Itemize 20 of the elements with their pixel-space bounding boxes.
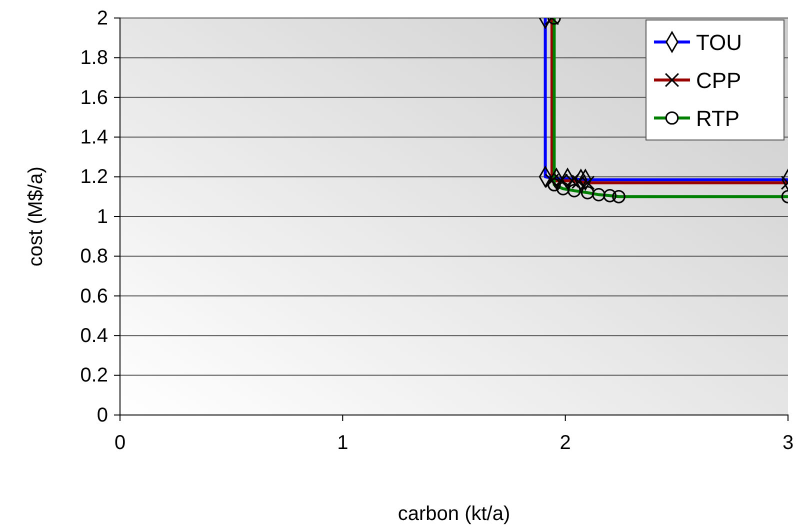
legend-label: TOU (696, 30, 742, 55)
y-tick-label: 0.6 (80, 285, 108, 308)
y-tick-label: 2 (96, 7, 108, 30)
x-axis-title: carbon (kt/a) (398, 503, 510, 525)
legend-label: CPP (696, 68, 742, 93)
y-axis-title: cost (M$/a) (25, 166, 47, 267)
x-tick-label: 2 (560, 432, 571, 454)
y-tick-label: 1.4 (80, 126, 108, 148)
x-tick-label: 0 (114, 432, 126, 454)
y-tick-label: 0.4 (80, 325, 108, 347)
y-tick-label: 1 (96, 206, 108, 228)
x-tick-label: 1 (337, 432, 348, 454)
x-tick-label: 3 (782, 432, 794, 454)
y-tick-label: 1.6 (80, 86, 108, 109)
y-tick-label: 0 (96, 404, 108, 426)
y-tick-label: 1.8 (80, 47, 108, 70)
y-tick-label: 0.8 (80, 246, 108, 268)
y-tick-label: 0.2 (80, 364, 108, 387)
legend-label: RTP (696, 106, 740, 131)
y-tick-label: 1.2 (80, 166, 108, 188)
